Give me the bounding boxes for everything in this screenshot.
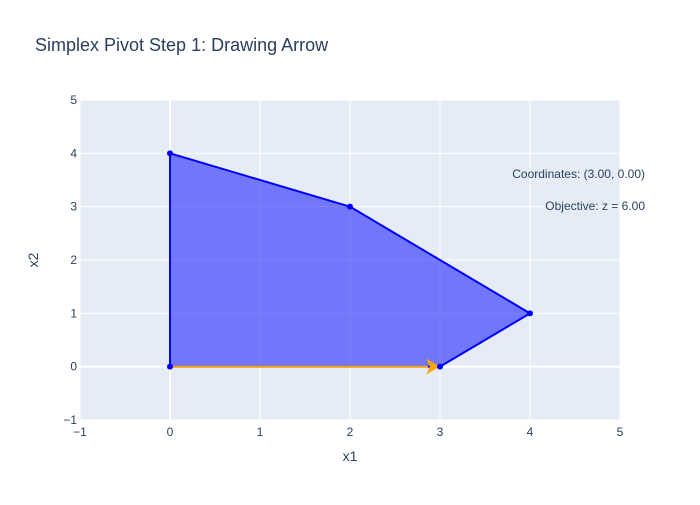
x-tick-label: 3 [437,425,444,439]
y-tick-label: 5 [70,93,77,107]
vertex-marker [167,150,173,157]
vertex-markers-group [167,150,533,370]
vertex-marker [347,203,353,210]
chart-title: Simplex Pivot Step 1: Drawing Arrow [35,35,329,55]
vertex-marker [437,363,443,370]
annotation-coordinates: Coordinates: (3.00, 0.00) [512,167,645,181]
x-tick-label: 4 [527,425,534,439]
x-axis-title: x1 [343,448,358,464]
y-tick-label: 2 [70,253,77,267]
x-tick-label: 5 [617,425,624,439]
axis-tick-labels: −1 0 1 2 3 4 5 −1 0 1 2 3 4 5 [63,93,623,439]
pivot-arrow-group [170,358,440,375]
y-tick-label: 3 [70,200,77,214]
annotation-objective: Objective: z = 6.00 [545,199,645,213]
x-tick-label: −1 [73,425,87,439]
vertex-marker [167,363,173,370]
vertex-marker [527,310,533,317]
y-axis-title: x2 [25,252,41,267]
x-tick-label: 0 [167,425,174,439]
y-tick-label: −1 [63,413,77,427]
x-tick-label: 1 [257,425,264,439]
x-tick-label: 2 [347,425,354,439]
y-tick-label: 4 [70,146,77,160]
y-tick-label: 1 [70,306,77,320]
pivot-arrow-head [426,358,440,375]
feasible-region-fill [170,153,530,367]
y-tick-label: 0 [70,360,77,374]
